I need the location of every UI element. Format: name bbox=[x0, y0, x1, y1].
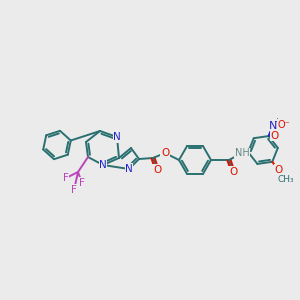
Text: O: O bbox=[274, 165, 283, 175]
Text: O: O bbox=[153, 165, 161, 175]
Text: O⁻: O⁻ bbox=[277, 120, 290, 130]
Text: O: O bbox=[229, 167, 237, 177]
Text: O: O bbox=[161, 148, 169, 158]
Text: N: N bbox=[113, 132, 121, 142]
Text: N: N bbox=[125, 164, 133, 174]
Text: CH₃: CH₃ bbox=[278, 175, 294, 184]
Text: F: F bbox=[63, 173, 69, 183]
Text: O: O bbox=[271, 131, 279, 141]
Text: N: N bbox=[268, 121, 277, 131]
Text: F: F bbox=[79, 178, 85, 188]
Text: F: F bbox=[71, 185, 77, 195]
Text: NH: NH bbox=[235, 148, 249, 158]
Text: +: + bbox=[273, 117, 280, 126]
Text: N: N bbox=[99, 160, 107, 170]
